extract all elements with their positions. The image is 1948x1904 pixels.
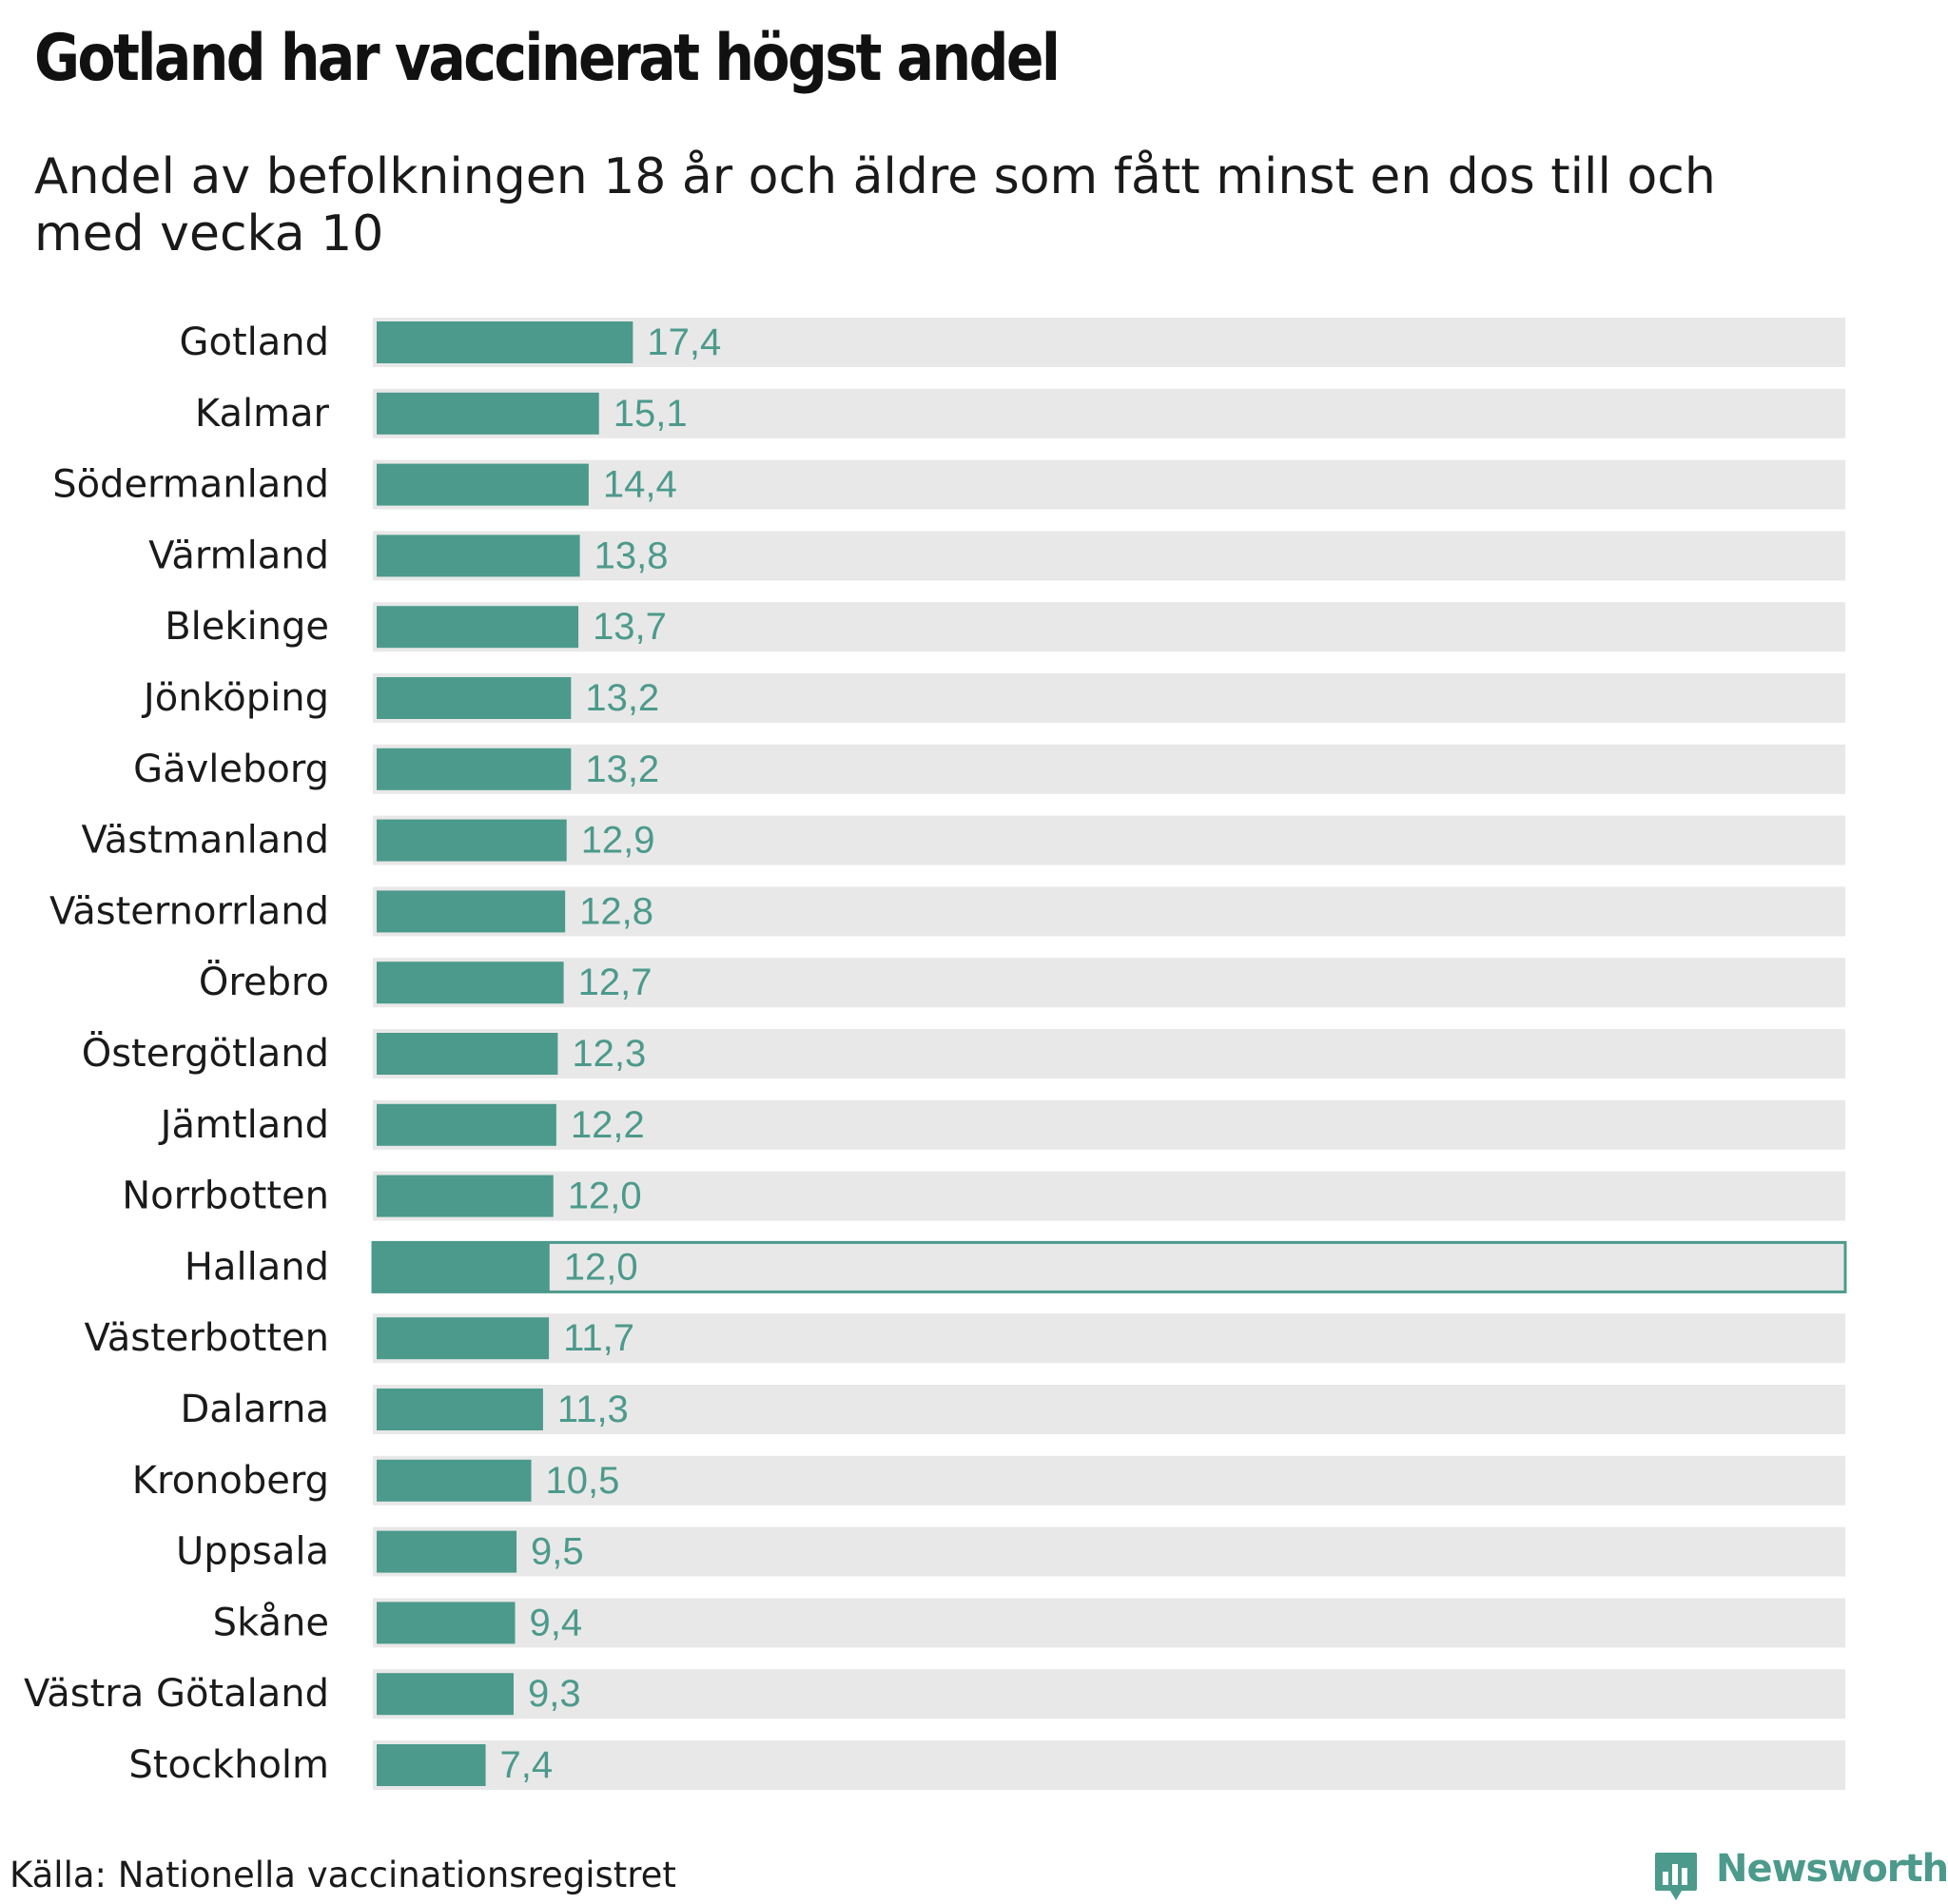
brand: Newsworthy xyxy=(1653,1843,1948,1900)
bar xyxy=(377,463,589,506)
category-label: Västra Götaland xyxy=(24,1672,329,1716)
value-label: 17,4 xyxy=(647,321,721,363)
bar xyxy=(377,1744,486,1786)
value-label: 9,5 xyxy=(531,1531,584,1573)
category-label: Västernorrland xyxy=(49,889,329,933)
bar xyxy=(377,392,599,435)
value-label: 7,4 xyxy=(500,1744,554,1786)
bar xyxy=(377,962,564,1004)
value-label: 10,5 xyxy=(546,1460,620,1502)
bar xyxy=(377,534,580,577)
value-label: 13,7 xyxy=(593,606,667,648)
bar xyxy=(377,1317,550,1360)
newsworthy-logo-icon xyxy=(1655,1853,1697,1900)
category-label: Uppsala xyxy=(176,1530,329,1574)
value-label: 15,1 xyxy=(614,393,688,435)
value-label: 12,7 xyxy=(578,962,653,1003)
bar xyxy=(377,321,633,363)
bar-track xyxy=(373,1455,1845,1506)
category-label: Östergötland xyxy=(82,1030,329,1076)
category-label: Kronoberg xyxy=(132,1459,329,1503)
category-label: Stockholm xyxy=(128,1743,329,1787)
bar-track xyxy=(373,602,1845,652)
chart-title: Gotland har vaccinerat högst andel xyxy=(34,21,1061,96)
bar-track xyxy=(373,1598,1845,1648)
value-label: 13,2 xyxy=(585,677,659,719)
bar-track xyxy=(373,1526,1845,1577)
category-label: Halland xyxy=(185,1245,329,1289)
bar-track xyxy=(373,1313,1845,1364)
chart-subtitle: Andel av befolkningen 18 år och äldre so… xyxy=(34,148,1716,262)
bar xyxy=(377,890,566,933)
bar xyxy=(377,748,572,790)
bar xyxy=(377,1103,556,1146)
bar xyxy=(377,1602,516,1644)
bar-track xyxy=(373,531,1845,581)
bar-track xyxy=(373,886,1845,937)
bar-track xyxy=(373,673,1845,723)
bar-track xyxy=(373,1669,1845,1719)
category-label: Dalarna xyxy=(180,1388,329,1431)
value-label: 12,3 xyxy=(572,1033,646,1075)
source-note: Källa: Nationella vaccinationsregistret xyxy=(10,1855,676,1895)
bar xyxy=(377,1459,532,1502)
bar-track xyxy=(373,1099,1845,1150)
value-label: 12,8 xyxy=(579,890,653,932)
category-label: Jönköping xyxy=(141,676,329,720)
bar xyxy=(373,1242,550,1292)
bar-track xyxy=(373,958,1845,1008)
category-label: Kalmar xyxy=(195,392,330,436)
value-label: 12,0 xyxy=(564,1246,638,1288)
bar-track xyxy=(373,744,1845,794)
bar-track xyxy=(371,1240,1847,1293)
bar-track xyxy=(373,459,1845,510)
value-label: 14,4 xyxy=(603,464,677,506)
value-label: 11,7 xyxy=(563,1317,634,1359)
bar xyxy=(377,819,567,862)
category-label: Södermanland xyxy=(52,463,329,507)
value-label: 11,3 xyxy=(557,1389,629,1430)
category-label: Blekinge xyxy=(165,605,329,649)
bar xyxy=(377,606,579,649)
bar-track xyxy=(373,1740,1845,1790)
value-label: 9,4 xyxy=(530,1602,583,1643)
bar-chart: Gotland 17,4 Kalmar 15,1 Södermanland 14,4 Vär… xyxy=(24,318,1847,1790)
bar-track xyxy=(373,388,1845,438)
bar xyxy=(377,677,572,719)
category-label: Gävleborg xyxy=(133,748,329,791)
value-label: 12,2 xyxy=(571,1104,645,1146)
value-label: 13,2 xyxy=(585,748,659,790)
category-label: Gotland xyxy=(179,321,329,364)
value-label: 12,0 xyxy=(568,1175,642,1217)
category-label: Norrbotten xyxy=(122,1175,329,1218)
value-label: 9,3 xyxy=(528,1673,581,1715)
category-label: Västmanland xyxy=(82,819,330,863)
bar-track xyxy=(373,1029,1845,1078)
category-label: Värmland xyxy=(148,534,329,577)
bar-track xyxy=(373,1385,1845,1434)
value-label: 13,8 xyxy=(594,534,669,576)
bar-track xyxy=(373,1171,1845,1221)
bar xyxy=(377,1033,558,1075)
bar xyxy=(377,1175,554,1217)
bar xyxy=(377,1673,514,1716)
bar xyxy=(377,1389,543,1430)
category-label: Jämtland xyxy=(158,1103,329,1147)
category-label: Skåne xyxy=(213,1601,329,1644)
bar-track xyxy=(373,815,1845,865)
bar xyxy=(377,1530,517,1573)
value-label: 12,9 xyxy=(581,820,655,862)
category-label: Örebro xyxy=(199,959,329,1004)
category-label: Västerbotten xyxy=(84,1316,329,1360)
brand-name: Newsworthy xyxy=(1716,1847,1948,1891)
